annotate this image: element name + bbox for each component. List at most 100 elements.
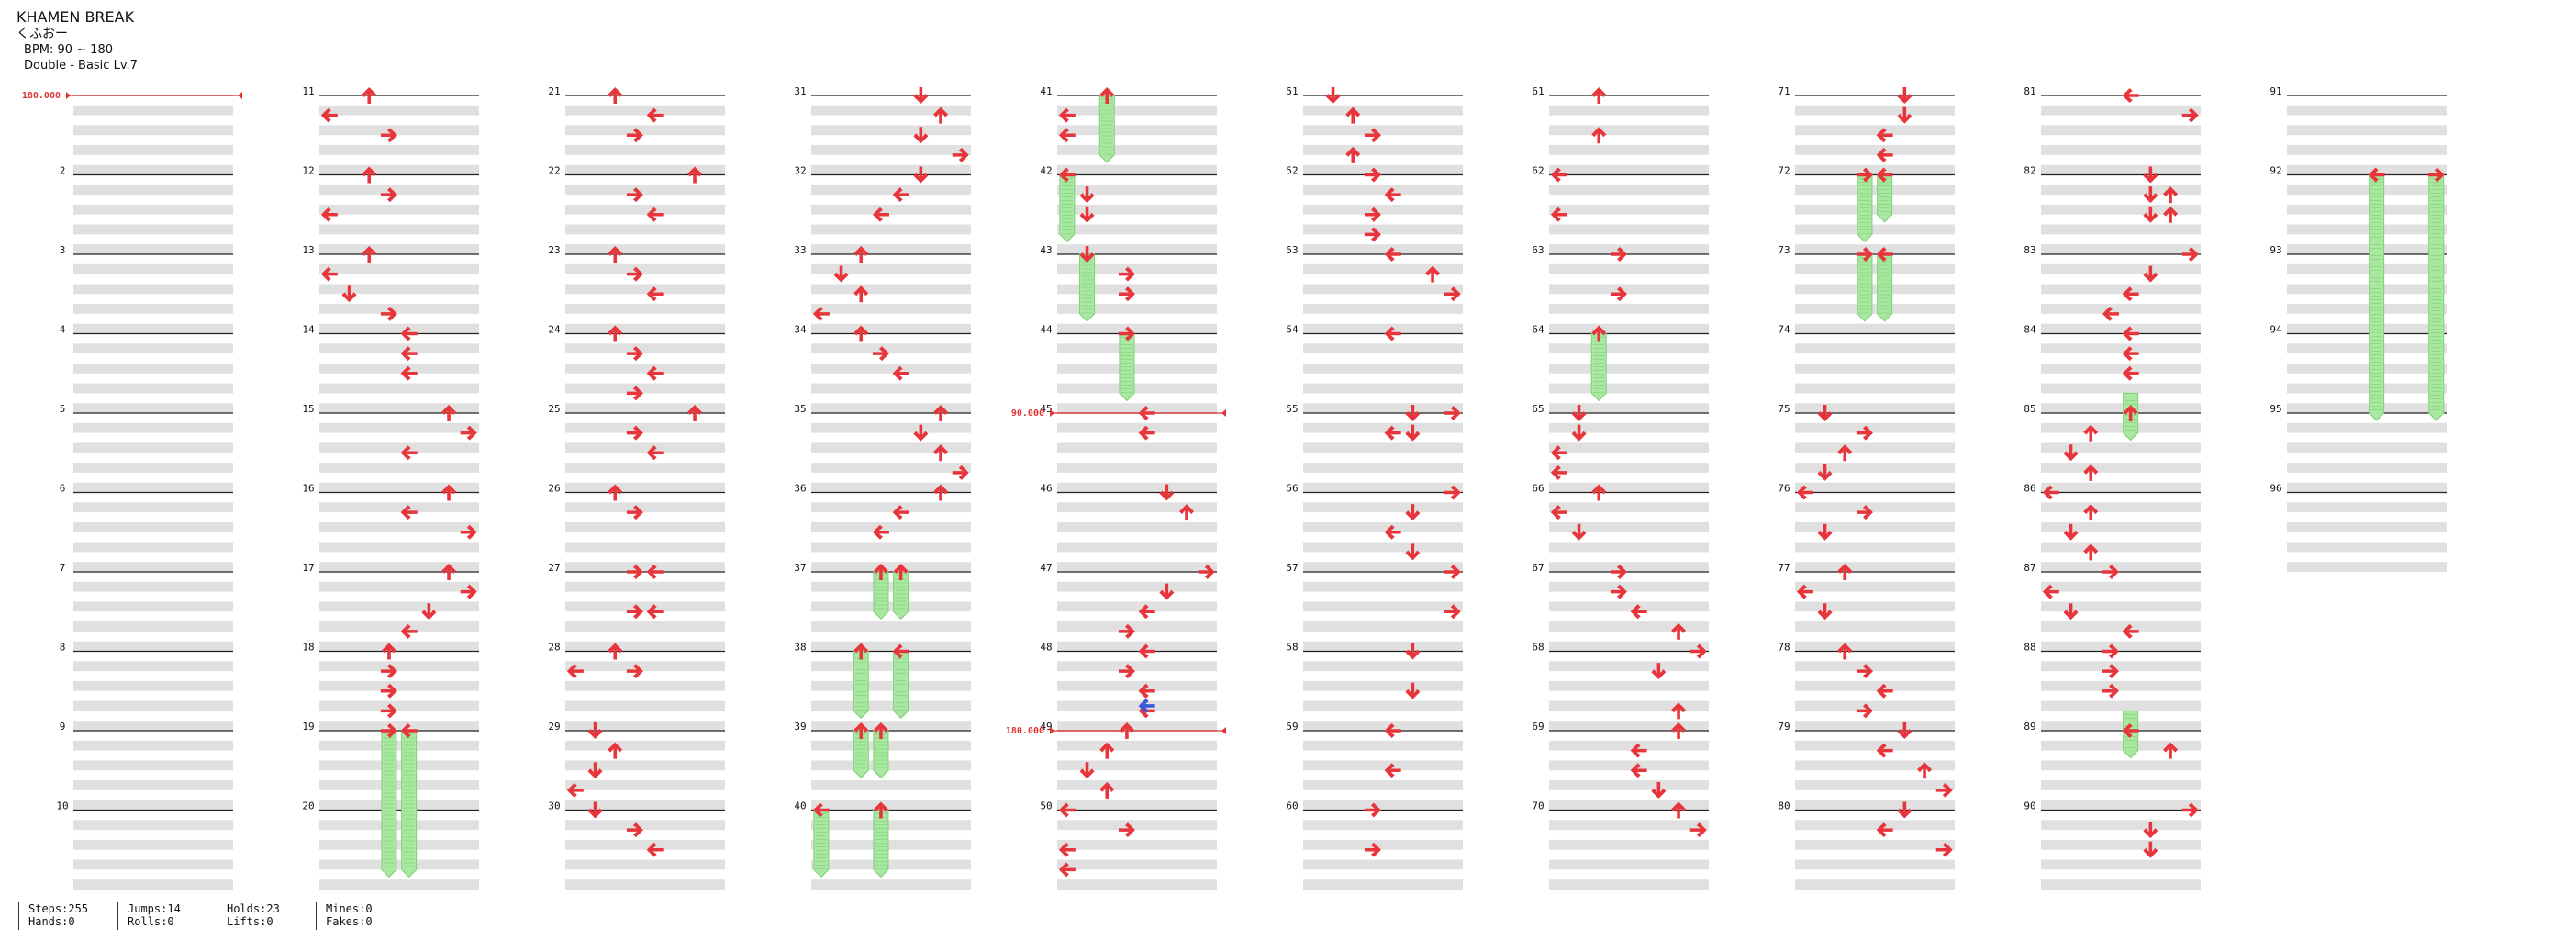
grid-band [1549,780,1709,790]
grid-band [1303,661,1463,672]
arrow-down-icon [2143,166,2158,184]
grid-band [73,800,233,811]
arrow-up-icon [853,643,869,660]
arrow-shape [2143,166,2158,184]
grid-band [1795,125,1955,136]
measure-number: 93 [2269,244,2281,256]
grid-band [1057,562,1217,572]
lift-shape [1138,698,1155,713]
grid-band [1057,661,1217,672]
grid-band [565,204,725,215]
arrow-left-icon [1630,743,1647,758]
arrow-left-icon [646,565,664,579]
arrow-left-icon [812,802,830,818]
grid-band [73,482,233,493]
measure-number: 95 [2269,403,2281,415]
arrow-down-icon [1405,543,1421,561]
arrow-left-icon [1384,326,1401,341]
grid-band [1057,224,1217,235]
measure-number: 39 [794,721,806,733]
arrow-shape [2063,603,2079,621]
arrow-up-icon [1179,504,1195,521]
grid-band [565,502,725,513]
arrow-shape [400,326,418,341]
grid-band [73,323,233,334]
arrow-shape [2122,346,2139,362]
grid-band [1303,859,1463,870]
arrow-shape [646,365,664,381]
grid-band [1057,304,1217,314]
measure-number: 17 [302,562,314,574]
arrow-shape [587,722,603,739]
arrow-shape [608,246,623,263]
arrow-shape [646,842,664,857]
arrow-shape [1876,743,1893,758]
grid-band [1795,839,1955,850]
grid-band [1549,641,1709,652]
arrow-left-icon [872,524,889,540]
grid-band [2287,244,2447,254]
grid-band [1303,185,1463,196]
stat-rolls: Rolls:0 [128,915,174,928]
arrow-up-icon [1345,146,1361,163]
grid-band [811,700,971,711]
grid-band [811,641,971,652]
grid-band [2287,463,2447,473]
measure-number: 9 [60,721,66,733]
arrow-shape [833,265,849,283]
grid-band [565,442,725,453]
grid-band [1303,641,1463,652]
grid-band [2041,224,2201,235]
grid-band [1549,363,1709,374]
arrow-left-icon [400,346,418,362]
grid-band [811,363,971,374]
arrow-shape [1058,167,1076,183]
measure-number: 87 [2024,562,2035,574]
grid-band [811,284,971,295]
measure-number: 55 [1286,403,1298,415]
arrow-shape [460,584,477,599]
grid-band [1795,422,1955,433]
grid-band [2041,601,2201,612]
arrow-right-icon [1610,286,1627,302]
arrow-shape [1345,146,1361,163]
arrow-right-icon [1856,167,1873,183]
arrow-shape [380,128,397,143]
arrow-left-icon [646,107,664,123]
grid-band [1057,482,1217,493]
measure-number: 8 [60,642,66,654]
arrow-left-icon [400,623,418,639]
arrow-right-icon [1856,247,1873,262]
arrow-down-icon [2143,186,2158,204]
grid-band [319,721,479,731]
arrow-shape [853,285,869,303]
arrow-right-icon [380,703,397,719]
grid-band [73,383,233,394]
arrow-shape [400,505,418,520]
grid-band [2287,562,2447,572]
grid-band [319,284,479,295]
arrow-shape [1325,87,1341,104]
arrow-right-icon [1689,822,1707,838]
arrow-left-icon [2042,485,2059,500]
arrow-shape [853,643,869,660]
grid-band [1057,343,1217,354]
grid-band [811,164,971,175]
arrow-right-icon [380,664,397,679]
grid-band [73,661,233,672]
bpm-marker [1221,727,1226,734]
grid-band [2041,740,2201,751]
arrow-shape [608,643,623,660]
grid-band [2287,105,2447,116]
arrow-shape [626,505,643,520]
grid-band [1057,422,1217,433]
arrow-shape [1444,565,1461,579]
grid-band [73,244,233,254]
grid-band [1303,879,1463,890]
arrow-shape [1364,167,1381,183]
arrow-right-icon [1198,565,1215,579]
bpm-label: 180.000 [1006,726,1044,736]
grid-band [1549,463,1709,473]
arrow-shape [1876,128,1893,143]
arrow-right-icon [380,306,397,321]
